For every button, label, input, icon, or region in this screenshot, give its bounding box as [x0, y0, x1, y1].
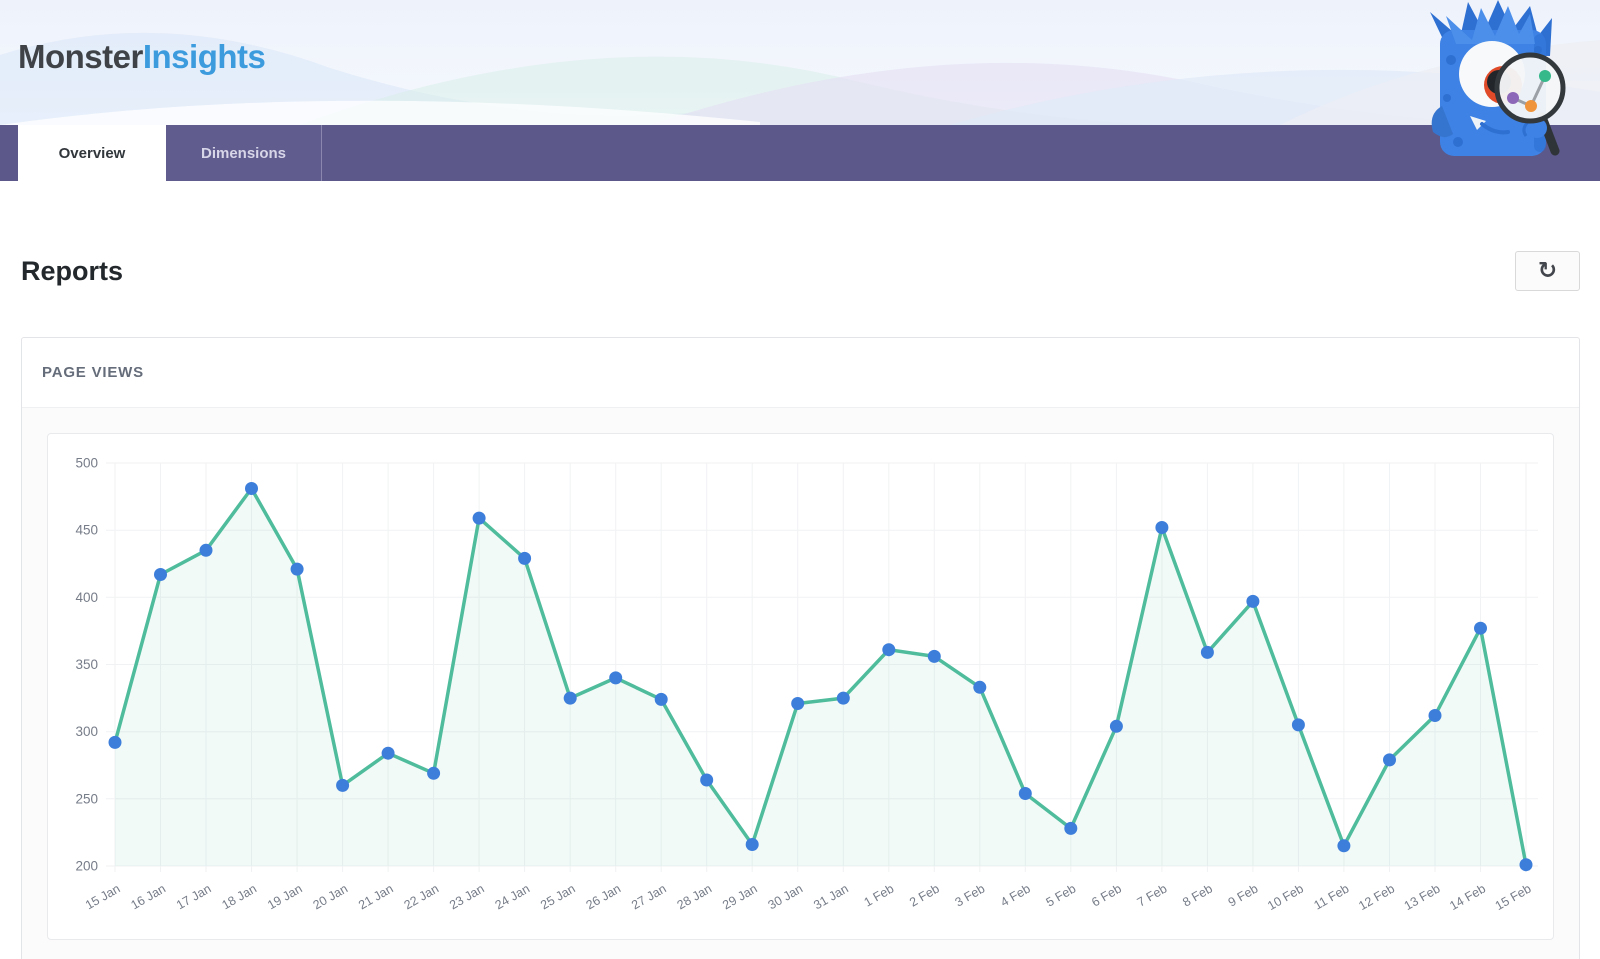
- data-point[interactable]: 22 Jan: 269: [427, 766, 441, 780]
- mascot-monster-icon: [1430, 0, 1566, 156]
- page-views-chart-container: 15 Jan: 292 16 Jan: 417 17 Jan: 435 18 Jan:…: [47, 433, 1554, 940]
- page-views-card: PAGE VIEWS 15 Jan: 292 16 Jan: 417 17 Jan:…: [21, 337, 1580, 959]
- chart-area-fill: [115, 488, 1526, 866]
- data-point[interactable]: 11 Feb: 215: [1337, 839, 1351, 853]
- data-point[interactable]: 19 Jan: 421: [290, 562, 304, 576]
- data-point[interactable]: 18 Jan: 481: [245, 482, 258, 495]
- data-point[interactable]: 13 Feb: 312: [1428, 709, 1442, 722]
- data-point[interactable]: 16 Jan: 417: [154, 568, 167, 581]
- page-views-card-body: 15 Jan: 292 16 Jan: 417 17 Jan: 435 18 Jan:…: [22, 408, 1579, 959]
- chart-points: 15 Jan: 292 16 Jan: 417 17 Jan: 435 18 Jan:…: [108, 482, 1533, 872]
- svg-text:4 Feb: 4 Feb: [998, 881, 1033, 909]
- data-point[interactable]: 17 Jan: 435: [199, 543, 213, 557]
- data-point[interactable]: 8 Feb: 359: [1200, 645, 1214, 659]
- data-point[interactable]: 6 Feb: 304: [1109, 719, 1123, 733]
- svg-text:16 Jan: 16 Jan: [128, 881, 168, 912]
- page-title: Reports: [21, 255, 124, 286]
- logo-text-insights: Insights: [142, 38, 266, 75]
- y-axis-labels: 500 450 400 350 300 250 200: [75, 456, 98, 874]
- reports-header-row: Reports ↻: [21, 251, 1580, 291]
- refresh-button[interactable]: ↻: [1515, 251, 1580, 291]
- data-point[interactable]: 12 Feb: 279: [1383, 753, 1396, 767]
- svg-text:23 Jan: 23 Jan: [447, 881, 487, 912]
- x-axis-labels: 15 Jan 16 Jan 17 Jan 18 Jan 19 Jan 20 Jan 21 J…: [83, 881, 1534, 913]
- svg-text:19 Jan: 19 Jan: [265, 881, 305, 912]
- data-point[interactable]: 10 Feb: 305: [1291, 718, 1305, 732]
- svg-text:500: 500: [75, 456, 98, 471]
- data-point[interactable]: 31 Jan: 325: [836, 691, 850, 705]
- pageviews-chart: 15 Jan: 292 16 Jan: 417 17 Jan: 435 18 Jan:…: [75, 456, 1538, 913]
- data-point[interactable]: 2 Feb: 356: [927, 649, 941, 663]
- svg-text:27 Jan: 27 Jan: [629, 881, 669, 912]
- nav-spacer: [0, 125, 18, 181]
- svg-text:2 Feb: 2 Feb: [907, 881, 942, 909]
- main-content: Reports ↻ PAGE VIEWS 15 Jan: 292 16 Jan: …: [0, 251, 1600, 959]
- svg-text:3 Feb: 3 Feb: [953, 881, 988, 909]
- svg-text:350: 350: [75, 657, 98, 672]
- data-point[interactable]: 25 Jan: 325: [563, 691, 577, 705]
- svg-text:31 Jan: 31 Jan: [811, 881, 851, 912]
- chart-line: [113, 486, 1528, 867]
- tab-overview-label: Overview: [58, 144, 126, 162]
- svg-text:18 Jan: 18 Jan: [219, 881, 259, 912]
- page-views-card-header: PAGE VIEWS: [22, 338, 1579, 408]
- monsterinsights-logo: MonsterInsights: [18, 38, 266, 76]
- svg-text:10 Feb: 10 Feb: [1265, 881, 1306, 913]
- svg-text:29 Jan: 29 Jan: [720, 881, 760, 912]
- data-point[interactable]: 7 Feb: 452: [1155, 521, 1169, 534]
- data-point[interactable]: 21 Jan: 284: [381, 746, 395, 760]
- data-point[interactable]: 3 Feb: 333: [973, 680, 987, 694]
- tab-overview[interactable]: Overview: [18, 125, 166, 181]
- data-point[interactable]: 29 Jan: 216: [745, 838, 759, 851]
- data-point[interactable]: 4 Feb: 254: [1018, 787, 1032, 800]
- refresh-icon: ↻: [1537, 257, 1558, 284]
- data-point[interactable]: 27 Jan: 324: [654, 692, 668, 706]
- svg-text:17 Jan: 17 Jan: [174, 881, 214, 912]
- svg-text:1 Feb: 1 Feb: [862, 881, 897, 909]
- svg-text:8 Feb: 8 Feb: [1180, 881, 1215, 909]
- chart-gridlines: [106, 462, 1538, 872]
- svg-text:300: 300: [75, 724, 98, 739]
- svg-text:24 Jan: 24 Jan: [493, 881, 533, 912]
- svg-text:400: 400: [75, 590, 98, 605]
- data-point[interactable]: 30 Jan: 321: [791, 697, 805, 710]
- data-point[interactable]: 1 Feb: 361: [882, 643, 896, 657]
- data-point[interactable]: 5 Feb: 228: [1064, 821, 1078, 835]
- svg-text:200: 200: [75, 859, 98, 874]
- svg-text:13 Feb: 13 Feb: [1402, 881, 1443, 913]
- svg-text:11 Feb: 11 Feb: [1311, 881, 1351, 912]
- svg-text:21 Jan: 21 Jan: [356, 881, 396, 912]
- data-point[interactable]: 24 Jan: 429: [518, 551, 532, 565]
- svg-text:30 Jan: 30 Jan: [766, 881, 806, 912]
- data-point[interactable]: 26 Jan: 340: [609, 671, 623, 685]
- data-point[interactable]: 14 Feb: 377: [1474, 621, 1487, 635]
- svg-text:250: 250: [75, 791, 98, 806]
- tab-dimensions[interactable]: Dimensions: [166, 125, 322, 181]
- header: MonsterInsights: [0, 0, 1600, 156]
- logo-text-monster: Monster: [18, 38, 143, 75]
- data-point[interactable]: 28 Jan: 264: [700, 773, 714, 787]
- data-point[interactable]: 9 Feb: 397: [1246, 594, 1260, 608]
- page-views-card-title: PAGE VIEWS: [42, 364, 144, 381]
- svg-text:12 Feb: 12 Feb: [1356, 881, 1397, 913]
- data-point[interactable]: 23 Jan: 459: [472, 511, 486, 525]
- tab-dimensions-label: Dimensions: [200, 144, 287, 162]
- data-point[interactable]: 15 Jan: 292: [108, 735, 122, 749]
- svg-text:25 Jan: 25 Jan: [538, 881, 578, 912]
- svg-text:20 Jan: 20 Jan: [311, 881, 351, 912]
- svg-text:6 Feb: 6 Feb: [1089, 881, 1124, 909]
- svg-text:9 Feb: 9 Feb: [1226, 881, 1261, 909]
- svg-text:15 Feb: 15 Feb: [1493, 881, 1534, 913]
- svg-text:15 Jan: 15 Jan: [83, 881, 123, 912]
- svg-text:14 Feb: 14 Feb: [1447, 881, 1488, 913]
- svg-text:5 Feb: 5 Feb: [1044, 881, 1079, 909]
- svg-text:7 Feb: 7 Feb: [1135, 881, 1170, 909]
- data-point[interactable]: 15 Feb: 201: [1519, 858, 1533, 872]
- svg-text:22 Jan: 22 Jan: [402, 881, 442, 912]
- svg-text:26 Jan: 26 Jan: [584, 881, 624, 912]
- report-tabs-bar: Overview Dimensions: [0, 125, 1600, 181]
- svg-text:28 Jan: 28 Jan: [675, 881, 715, 912]
- data-point[interactable]: 20 Jan: 260: [336, 778, 350, 792]
- svg-text:450: 450: [75, 523, 98, 538]
